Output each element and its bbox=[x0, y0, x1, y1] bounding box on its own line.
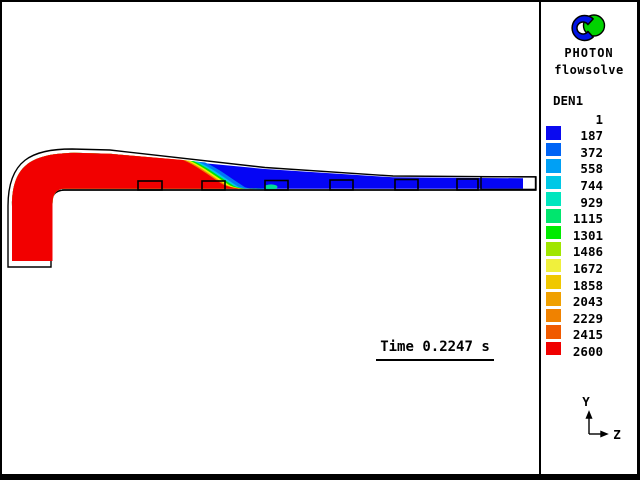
axis-arrows-icon bbox=[585, 410, 609, 438]
legend-swatch bbox=[546, 308, 561, 323]
brand-name: PHOTON bbox=[564, 46, 614, 60]
legend-value: 1672 bbox=[572, 260, 603, 276]
baffle-6 bbox=[456, 178, 479, 191]
legend-swatch bbox=[546, 258, 561, 273]
sidebar: PHOTON flowsolve DEN1 1 187 372 558 744 929 11… bbox=[541, 2, 637, 474]
legend-swatch bbox=[546, 275, 561, 289]
legend-value: 2600 bbox=[572, 343, 603, 359]
baffle-1 bbox=[137, 180, 163, 191]
legend-value: 1 bbox=[595, 111, 603, 127]
legend-value: 744 bbox=[580, 177, 603, 193]
baffle-2 bbox=[201, 180, 226, 191]
color-legend: 1 187 372 558 744 929 1115 1301 1486 1672 1858 2043… bbox=[541, 2, 637, 382]
legend-swatch bbox=[546, 175, 561, 190]
baffles bbox=[137, 178, 479, 191]
legend-value: 1301 bbox=[572, 227, 603, 243]
legend-swatch bbox=[546, 159, 561, 173]
legend-value: 1115 bbox=[572, 211, 603, 227]
legend-value: 187 bbox=[580, 128, 603, 144]
outlet-empty-region bbox=[523, 177, 535, 190]
baffle-5 bbox=[394, 178, 419, 191]
legend-swatch bbox=[546, 242, 561, 256]
baffle-4 bbox=[329, 179, 354, 191]
legend-swatch bbox=[546, 341, 561, 356]
legend-value: 1858 bbox=[572, 277, 603, 293]
brand-product: flowsolve bbox=[554, 63, 624, 77]
legend-swatch bbox=[546, 126, 561, 140]
axes-orientation-indicator: Y Z bbox=[582, 394, 621, 442]
legend-value: 558 bbox=[580, 161, 603, 177]
flow-field-plot bbox=[7, 148, 537, 268]
legend-variable-title: DEN1 bbox=[553, 93, 584, 108]
legend-swatch bbox=[546, 292, 561, 306]
legend-swatch bbox=[546, 192, 561, 206]
legend-value: 2229 bbox=[572, 310, 603, 326]
legend-swatch bbox=[546, 225, 561, 240]
legend-value: 2415 bbox=[572, 327, 603, 343]
legend-value: 1486 bbox=[572, 244, 603, 260]
logo-swoosh bbox=[571, 14, 594, 42]
baffle-3 bbox=[264, 179, 289, 191]
axis-y-label: Y bbox=[582, 394, 590, 409]
axis-z-label: Z bbox=[613, 427, 621, 442]
plot-area: Time 0.2247 s bbox=[2, 2, 539, 474]
outlet-segment-outline bbox=[480, 176, 537, 191]
legend-swatch bbox=[546, 325, 561, 339]
legend-value: 372 bbox=[580, 144, 603, 160]
simulation-time-label: Time 0.2247 s bbox=[376, 339, 494, 361]
legend-value: 929 bbox=[580, 194, 603, 210]
fluid-high-density bbox=[12, 152, 247, 261]
legend-swatch bbox=[546, 209, 561, 223]
interface-blob bbox=[264, 184, 278, 190]
legend-value: 2043 bbox=[572, 294, 603, 310]
legend-swatch bbox=[546, 142, 561, 157]
photon-logo-icon bbox=[571, 14, 606, 42]
fluid-low-density bbox=[186, 161, 523, 189]
